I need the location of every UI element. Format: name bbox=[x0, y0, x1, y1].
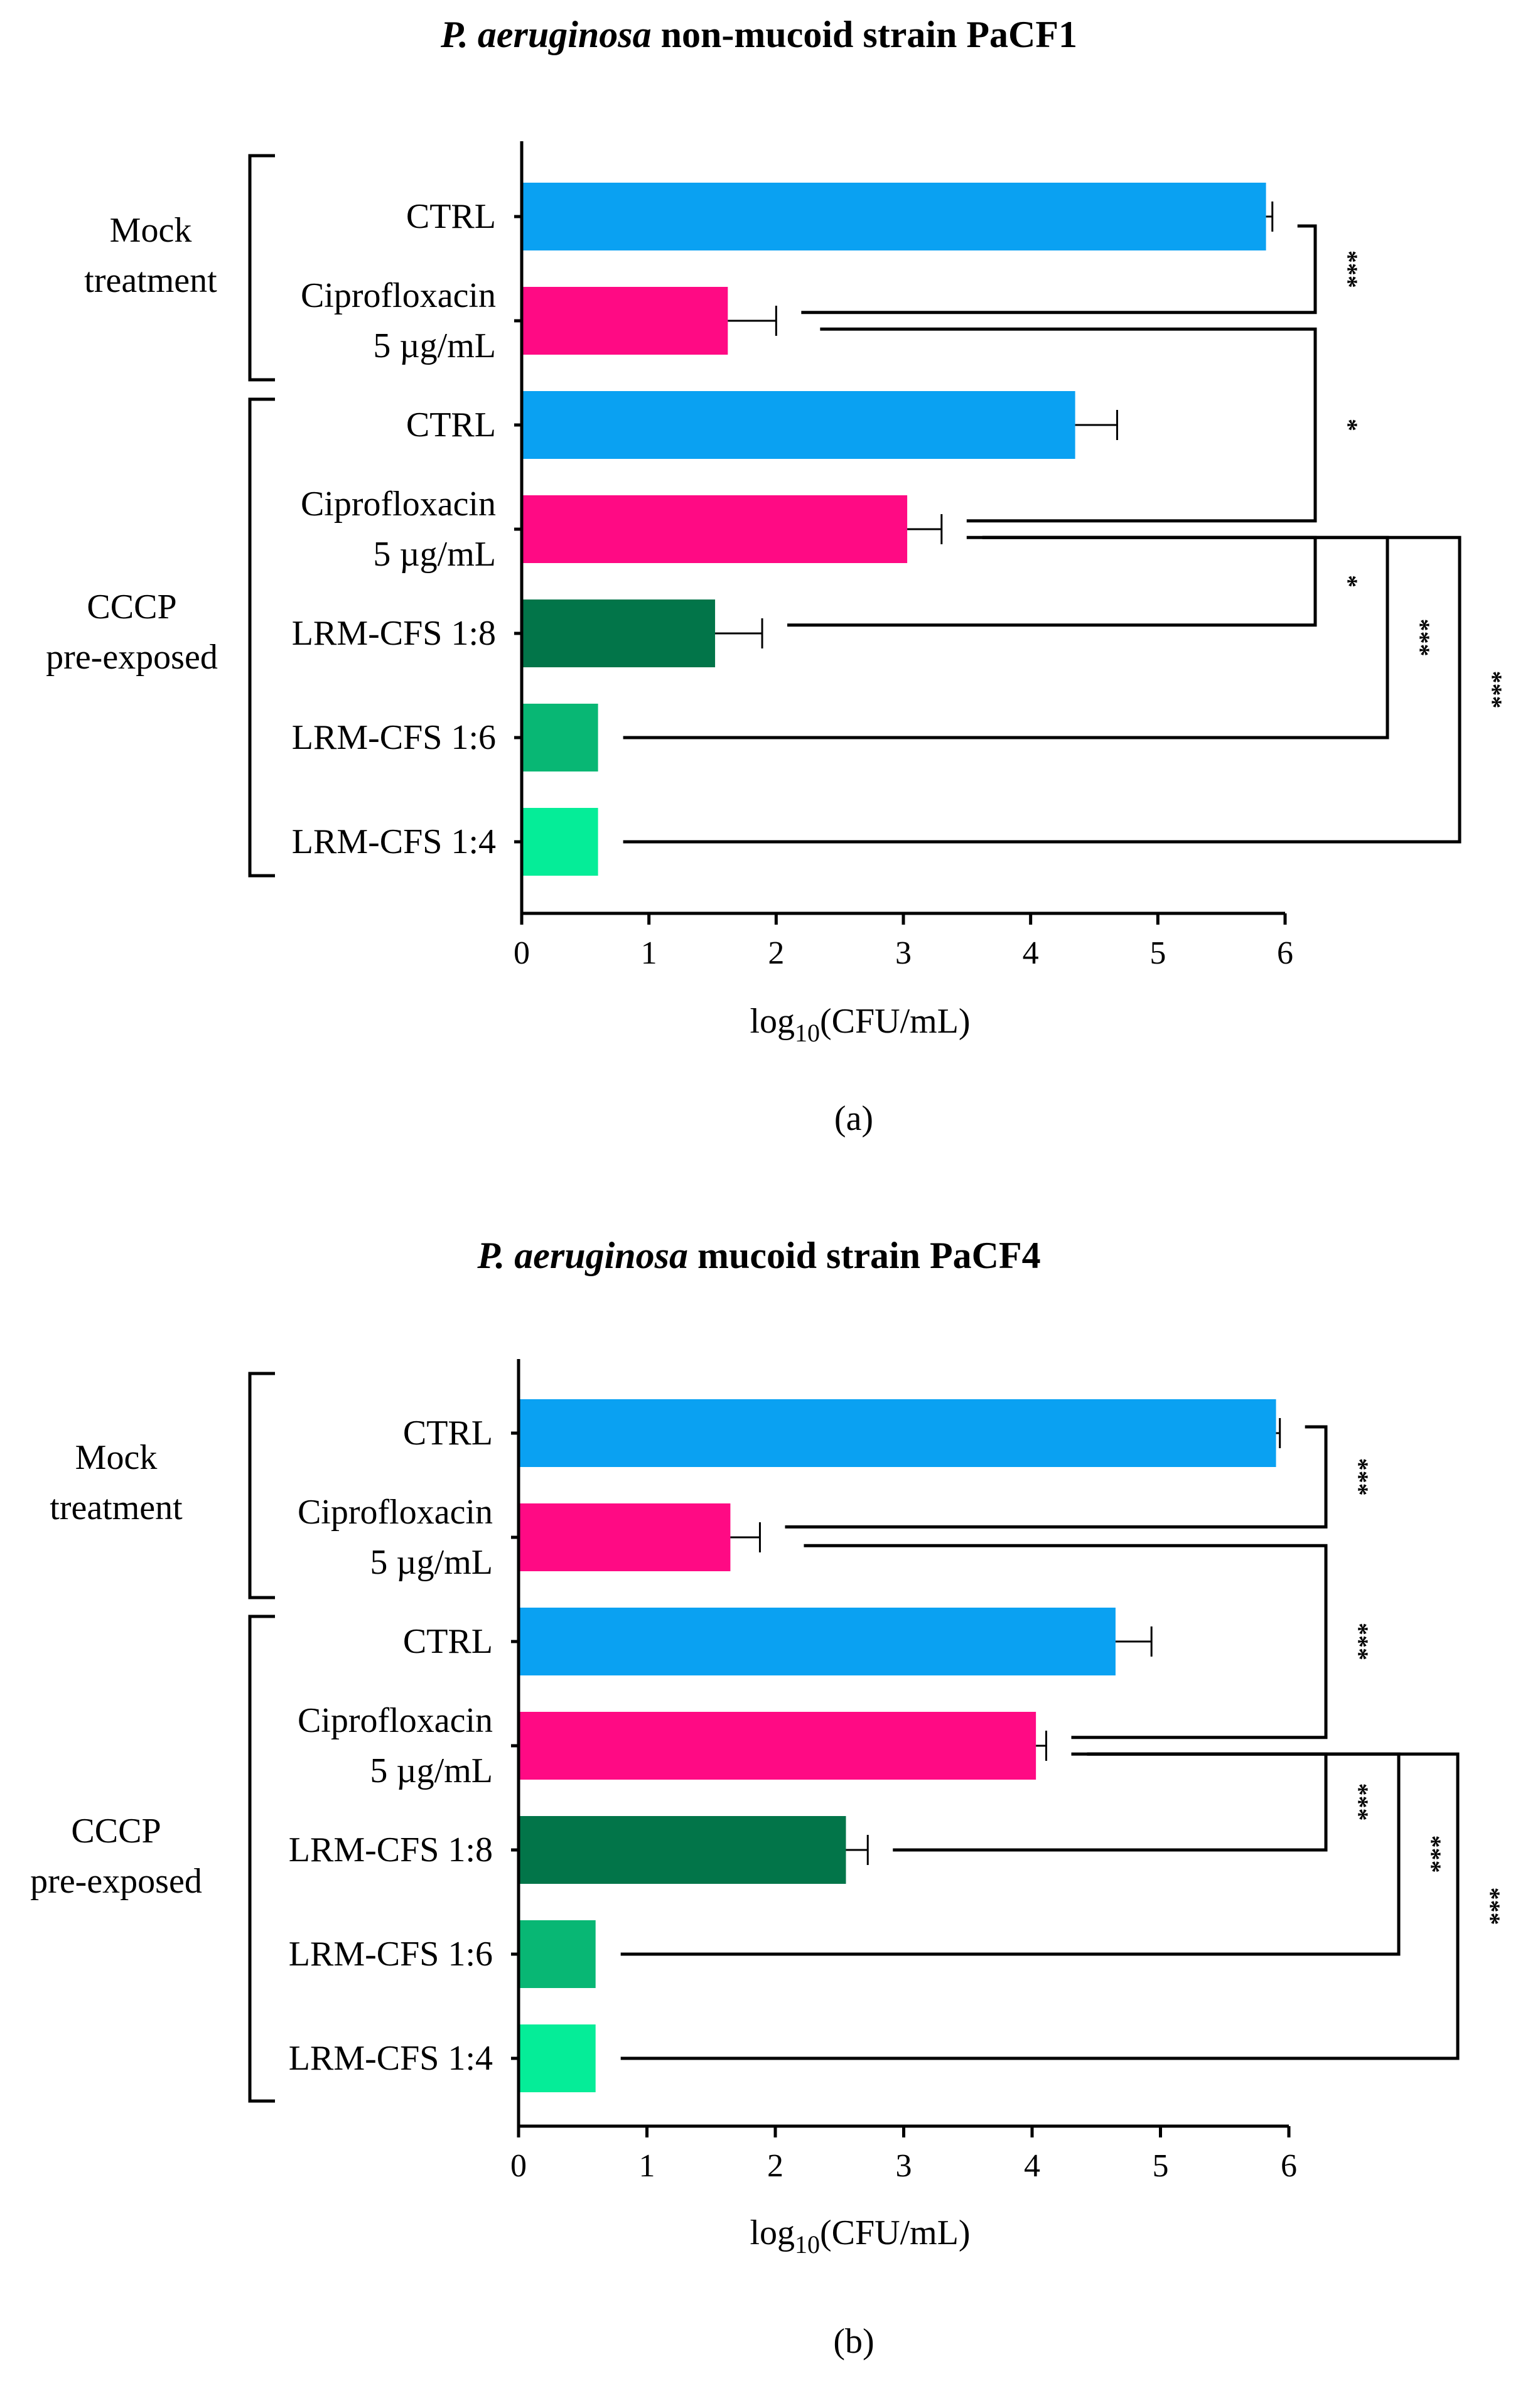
category-label: 5 µg/mL bbox=[373, 326, 496, 365]
x-label-subscript: 10 bbox=[795, 2230, 820, 2259]
category-label: LRM-CFS 1:8 bbox=[289, 1830, 493, 1869]
x-label-main: log bbox=[750, 2213, 795, 2252]
x-tick-label: 0 bbox=[510, 2148, 527, 2184]
panel-a: P. aeruginosa non-mucoid strain PaCF1 CTR… bbox=[46, 14, 1507, 1138]
bar bbox=[522, 391, 1075, 459]
significance-bracket bbox=[801, 224, 1317, 314]
category-label: 5 µg/mL bbox=[373, 535, 496, 574]
category-label: LRM-CFS 1:8 bbox=[292, 614, 496, 653]
significance-label: *** bbox=[1335, 250, 1363, 288]
bar bbox=[522, 183, 1266, 250]
category-label: Ciprofloxacin bbox=[301, 485, 496, 524]
x-tick-label: 6 bbox=[1281, 2148, 1297, 2184]
panel-b: P. aeruginosa mucoid strain PaCF4 CTRL Cip… bbox=[30, 1235, 1505, 2361]
x-tick-label: 3 bbox=[895, 935, 912, 971]
category-label: CTRL bbox=[403, 1414, 493, 1453]
panel-label: (b) bbox=[833, 2322, 874, 2361]
x-tick-label: 4 bbox=[1023, 935, 1039, 971]
bar bbox=[522, 808, 598, 876]
x-tick-label: 6 bbox=[1277, 935, 1293, 971]
panel-label: (a) bbox=[834, 1099, 873, 1138]
category-label: Ciprofloxacin bbox=[298, 1701, 493, 1740]
x-tick-label: 2 bbox=[768, 935, 784, 971]
x-axis-label: log10(CFU/mL) bbox=[750, 1002, 970, 1047]
x-label-tail: (CFU/mL) bbox=[820, 2213, 971, 2252]
x-label-tail: (CFU/mL) bbox=[820, 1002, 971, 1041]
category-label: LRM-CFS 1:4 bbox=[292, 822, 496, 861]
group-bracket bbox=[248, 397, 275, 878]
bar bbox=[519, 1712, 1036, 1780]
title-strain: mucoid strain PaCF4 bbox=[688, 1235, 1041, 1276]
group-label: Mock bbox=[75, 1438, 158, 1477]
significance-label: *** bbox=[1477, 1888, 1505, 1925]
group-label: pre-exposed bbox=[46, 638, 218, 677]
significance-label: *** bbox=[1345, 1783, 1374, 1821]
x-tick-label: 5 bbox=[1149, 935, 1166, 971]
category-label: CTRL bbox=[406, 406, 496, 444]
x-tick-label: 4 bbox=[1024, 2148, 1040, 2184]
significance-label: *** bbox=[1345, 1623, 1374, 1660]
group-label: CCCP bbox=[87, 588, 176, 626]
significance-bracket bbox=[785, 1425, 1328, 1529]
category-label: CTRL bbox=[406, 197, 496, 236]
category-label: LRM-CFS 1:6 bbox=[289, 1935, 493, 1974]
category-label: LRM-CFS 1:4 bbox=[289, 2039, 493, 2078]
category-label: Ciprofloxacin bbox=[298, 1493, 493, 1532]
bar bbox=[522, 287, 728, 355]
group-bracket bbox=[248, 1615, 275, 2103]
group-bracket bbox=[248, 154, 275, 382]
x-tick-label: 0 bbox=[514, 935, 530, 971]
category-label: 5 µg/mL bbox=[370, 1543, 493, 1582]
significance-label: *** bbox=[1407, 619, 1435, 657]
category-label: CTRL bbox=[403, 1622, 493, 1661]
significance-bracket bbox=[623, 535, 1389, 739]
bar bbox=[522, 704, 598, 771]
category-label: 5 µg/mL bbox=[370, 1751, 493, 1790]
significance-label: *** bbox=[1345, 1458, 1374, 1496]
title-species: P. aeruginosa bbox=[476, 1235, 688, 1276]
bar bbox=[519, 1399, 1276, 1467]
significance-bracket bbox=[804, 1544, 1328, 1739]
chart-title: P. aeruginosa non-mucoid strain PaCF1 bbox=[440, 14, 1077, 55]
significance-label: *** bbox=[1479, 671, 1507, 709]
bar bbox=[519, 1816, 846, 1884]
bar bbox=[519, 1608, 1116, 1675]
bar bbox=[519, 2024, 596, 2092]
significance-label: * bbox=[1335, 419, 1363, 431]
x-tick-label: 3 bbox=[896, 2148, 912, 2184]
group-label: Mock bbox=[110, 211, 192, 250]
bar bbox=[522, 599, 716, 667]
bar bbox=[519, 1920, 596, 1988]
significance-label: * bbox=[1335, 575, 1363, 588]
x-tick-label: 1 bbox=[639, 2148, 655, 2184]
group-label: treatment bbox=[84, 261, 217, 300]
x-tick-label: 1 bbox=[641, 935, 657, 971]
group-bracket bbox=[248, 1372, 275, 1599]
chart-title: P. aeruginosa mucoid strain PaCF4 bbox=[476, 1235, 1040, 1276]
title-species: P. aeruginosa bbox=[440, 14, 652, 55]
x-label-subscript: 10 bbox=[795, 1019, 820, 1047]
category-label: LRM-CFS 1:6 bbox=[292, 718, 496, 757]
significance-bracket bbox=[620, 1752, 1460, 2060]
significance-label: *** bbox=[1418, 1836, 1446, 1873]
bar bbox=[522, 495, 908, 563]
group-label: treatment bbox=[50, 1488, 183, 1527]
x-tick-label: 2 bbox=[767, 2148, 783, 2184]
group-label: pre-exposed bbox=[30, 1862, 202, 1901]
title-strain: non-mucoid strain PaCF1 bbox=[652, 14, 1077, 55]
group-label: CCCP bbox=[71, 1812, 161, 1851]
x-label-main: log bbox=[750, 1002, 795, 1041]
category-label: Ciprofloxacin bbox=[301, 276, 496, 315]
x-tick-label: 5 bbox=[1153, 2148, 1169, 2184]
x-axis-label: log10(CFU/mL) bbox=[750, 2213, 970, 2259]
significance-bracket bbox=[820, 327, 1317, 523]
bar bbox=[519, 1503, 731, 1571]
significance-bracket bbox=[623, 535, 1461, 844]
